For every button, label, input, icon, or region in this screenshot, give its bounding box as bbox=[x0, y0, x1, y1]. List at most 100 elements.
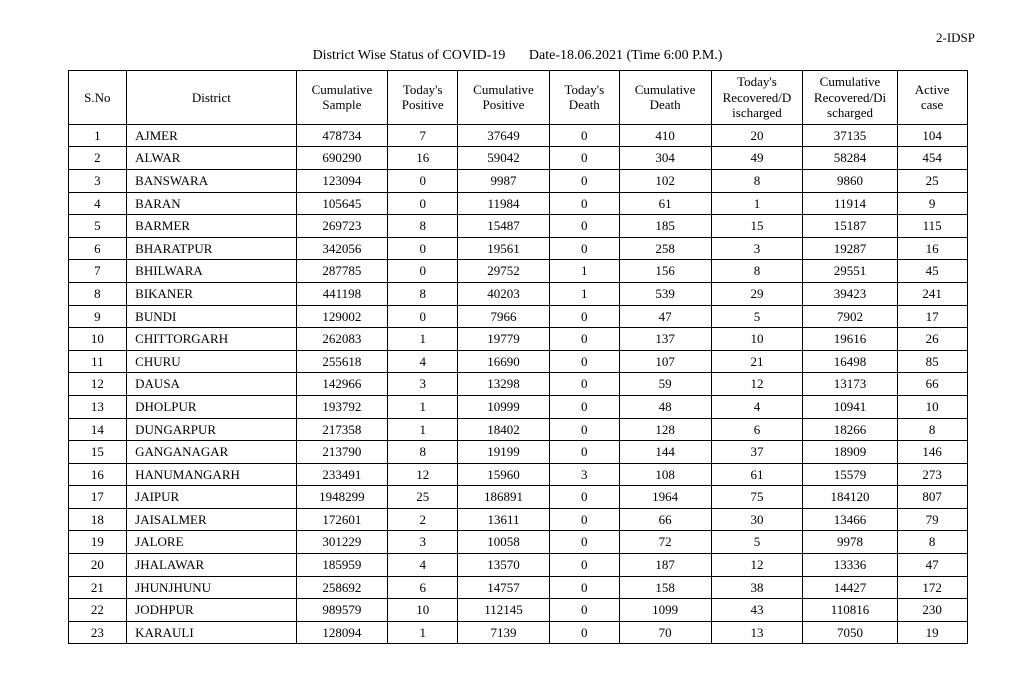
cell-value: 61 bbox=[711, 463, 803, 486]
cell-value: 478734 bbox=[296, 124, 388, 147]
cell-value: 7 bbox=[388, 124, 458, 147]
cell-value: 20 bbox=[68, 554, 127, 577]
cell-value: 16 bbox=[897, 237, 967, 260]
cell-value: 107 bbox=[619, 350, 711, 373]
cell-district: DUNGARPUR bbox=[127, 418, 296, 441]
table-row: 1AJMER47873473764904102037135104 bbox=[68, 124, 967, 147]
cell-value: 17 bbox=[897, 305, 967, 328]
cell-district: JHUNJHUNU bbox=[127, 576, 296, 599]
col-header-sno: S.No bbox=[68, 71, 127, 125]
cell-value: 9 bbox=[68, 305, 127, 328]
page-title-row: District Wise Status of COVID-19 Date-18… bbox=[60, 48, 975, 64]
cell-value: 123094 bbox=[296, 169, 388, 192]
cell-district: JAISALMER bbox=[127, 508, 296, 531]
cell-value: 0 bbox=[549, 373, 619, 396]
cell-value: 186891 bbox=[458, 486, 550, 509]
cell-value: 156 bbox=[619, 260, 711, 283]
cell-value: 112145 bbox=[458, 599, 550, 622]
cell-value: 75 bbox=[711, 486, 803, 509]
cell-value: 25 bbox=[388, 486, 458, 509]
cell-value: 13336 bbox=[803, 554, 897, 577]
cell-value: 230 bbox=[897, 599, 967, 622]
cell-value: 0 bbox=[549, 215, 619, 238]
cell-value: 172 bbox=[897, 576, 967, 599]
cell-value: 12 bbox=[388, 463, 458, 486]
cell-value: 10999 bbox=[458, 395, 550, 418]
col-header-cum-death: Cumulative Death bbox=[619, 71, 711, 125]
cell-value: 142966 bbox=[296, 373, 388, 396]
cell-value: 12 bbox=[711, 554, 803, 577]
cell-value: 19561 bbox=[458, 237, 550, 260]
cell-value: 7902 bbox=[803, 305, 897, 328]
cell-value: 30 bbox=[711, 508, 803, 531]
cell-value: 19 bbox=[68, 531, 127, 554]
cell-value: 102 bbox=[619, 169, 711, 192]
cell-value: 193792 bbox=[296, 395, 388, 418]
cell-value: 184120 bbox=[803, 486, 897, 509]
cell-district: BARAN bbox=[127, 192, 296, 215]
table-row: 7BHILWARA287785029752115682955145 bbox=[68, 260, 967, 283]
table-row: 20JHALAWAR1859594135700187121333647 bbox=[68, 554, 967, 577]
cell-value: 0 bbox=[549, 305, 619, 328]
cell-value: 10941 bbox=[803, 395, 897, 418]
cell-district: JALORE bbox=[127, 531, 296, 554]
table-row: 11CHURU2556184166900107211649885 bbox=[68, 350, 967, 373]
cell-value: 13298 bbox=[458, 373, 550, 396]
page-title-date: Date-18.06.2021 (Time 6:00 P.M.) bbox=[529, 48, 723, 64]
cell-value: 9 bbox=[897, 192, 967, 215]
cell-value: 43 bbox=[711, 599, 803, 622]
cell-value: 410 bbox=[619, 124, 711, 147]
cell-value: 3 bbox=[549, 463, 619, 486]
cell-value: 14 bbox=[68, 418, 127, 441]
cell-value: 16690 bbox=[458, 350, 550, 373]
cell-value: 217358 bbox=[296, 418, 388, 441]
cell-value: 262083 bbox=[296, 328, 388, 351]
cell-value: 0 bbox=[549, 554, 619, 577]
cell-value: 22 bbox=[68, 599, 127, 622]
cell-value: 129002 bbox=[296, 305, 388, 328]
cell-district: BUNDI bbox=[127, 305, 296, 328]
cell-value: 187 bbox=[619, 554, 711, 577]
cell-value: 37135 bbox=[803, 124, 897, 147]
cell-value: 79 bbox=[897, 508, 967, 531]
col-header-today-death: Today's Death bbox=[549, 71, 619, 125]
page-code: 2-IDSP bbox=[60, 30, 975, 46]
cell-value: 9860 bbox=[803, 169, 897, 192]
cell-value: 110816 bbox=[803, 599, 897, 622]
cell-value: 70 bbox=[619, 621, 711, 644]
table-row: 22JODHPUR989579101121450109943110816230 bbox=[68, 599, 967, 622]
cell-value: 72 bbox=[619, 531, 711, 554]
cell-value: 5 bbox=[68, 215, 127, 238]
cell-value: 61 bbox=[619, 192, 711, 215]
cell-value: 11984 bbox=[458, 192, 550, 215]
cell-value: 15487 bbox=[458, 215, 550, 238]
cell-district: JAIPUR bbox=[127, 486, 296, 509]
cell-value: 4 bbox=[68, 192, 127, 215]
cell-district: BHILWARA bbox=[127, 260, 296, 283]
cell-value: 21 bbox=[711, 350, 803, 373]
cell-value: 105645 bbox=[296, 192, 388, 215]
cell-value: 16 bbox=[68, 463, 127, 486]
table-row: 15GANGANAGAR21379081919901443718909146 bbox=[68, 441, 967, 464]
cell-value: 47 bbox=[619, 305, 711, 328]
cell-value: 6 bbox=[711, 418, 803, 441]
cell-value: 29551 bbox=[803, 260, 897, 283]
cell-value: 16 bbox=[388, 147, 458, 170]
cell-value: 18909 bbox=[803, 441, 897, 464]
cell-value: 1964 bbox=[619, 486, 711, 509]
cell-value: 9987 bbox=[458, 169, 550, 192]
cell-value: 454 bbox=[897, 147, 967, 170]
cell-value: 1 bbox=[388, 621, 458, 644]
cell-value: 172601 bbox=[296, 508, 388, 531]
cell-district: HANUMANGARH bbox=[127, 463, 296, 486]
cell-value: 3 bbox=[68, 169, 127, 192]
cell-value: 13611 bbox=[458, 508, 550, 531]
cell-value: 37649 bbox=[458, 124, 550, 147]
cell-value: 144 bbox=[619, 441, 711, 464]
table-row: 2ALWAR690290165904203044958284454 bbox=[68, 147, 967, 170]
cell-value: 37 bbox=[711, 441, 803, 464]
cell-value: 128 bbox=[619, 418, 711, 441]
cell-value: 29752 bbox=[458, 260, 550, 283]
cell-value: 16498 bbox=[803, 350, 897, 373]
cell-value: 539 bbox=[619, 282, 711, 305]
